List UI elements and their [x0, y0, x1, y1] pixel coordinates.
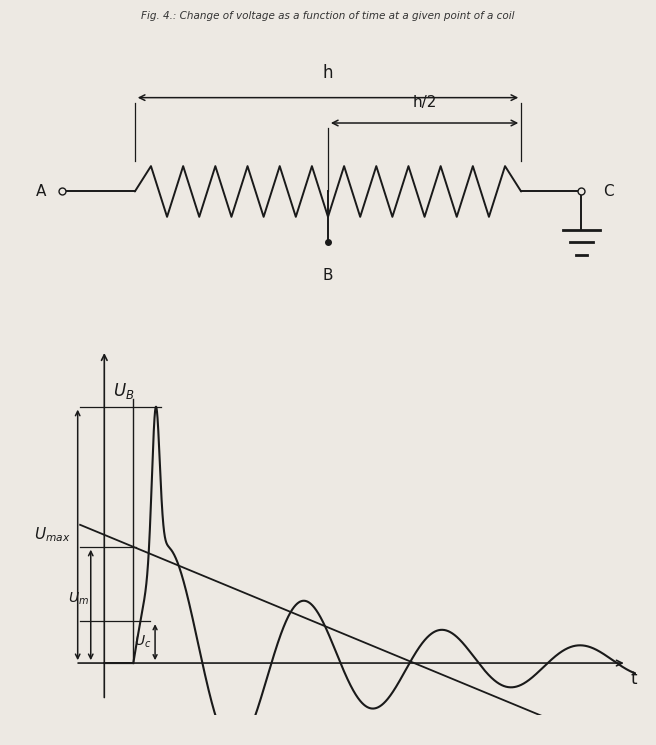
Text: A: A — [36, 184, 47, 199]
Text: $U_B$: $U_B$ — [113, 381, 134, 401]
Text: $U_c$: $U_c$ — [134, 634, 151, 650]
Text: t: t — [630, 670, 637, 688]
Text: Fig. 4.: Change of voltage as a function of time at a given point of a coil: Fig. 4.: Change of voltage as a function… — [141, 11, 515, 21]
Text: $U_m$: $U_m$ — [68, 591, 89, 607]
Text: $U_{max}$: $U_{max}$ — [34, 525, 70, 545]
Text: h/2: h/2 — [413, 95, 437, 110]
Text: h: h — [323, 64, 333, 83]
Text: C: C — [604, 184, 614, 199]
Text: B: B — [323, 267, 333, 282]
